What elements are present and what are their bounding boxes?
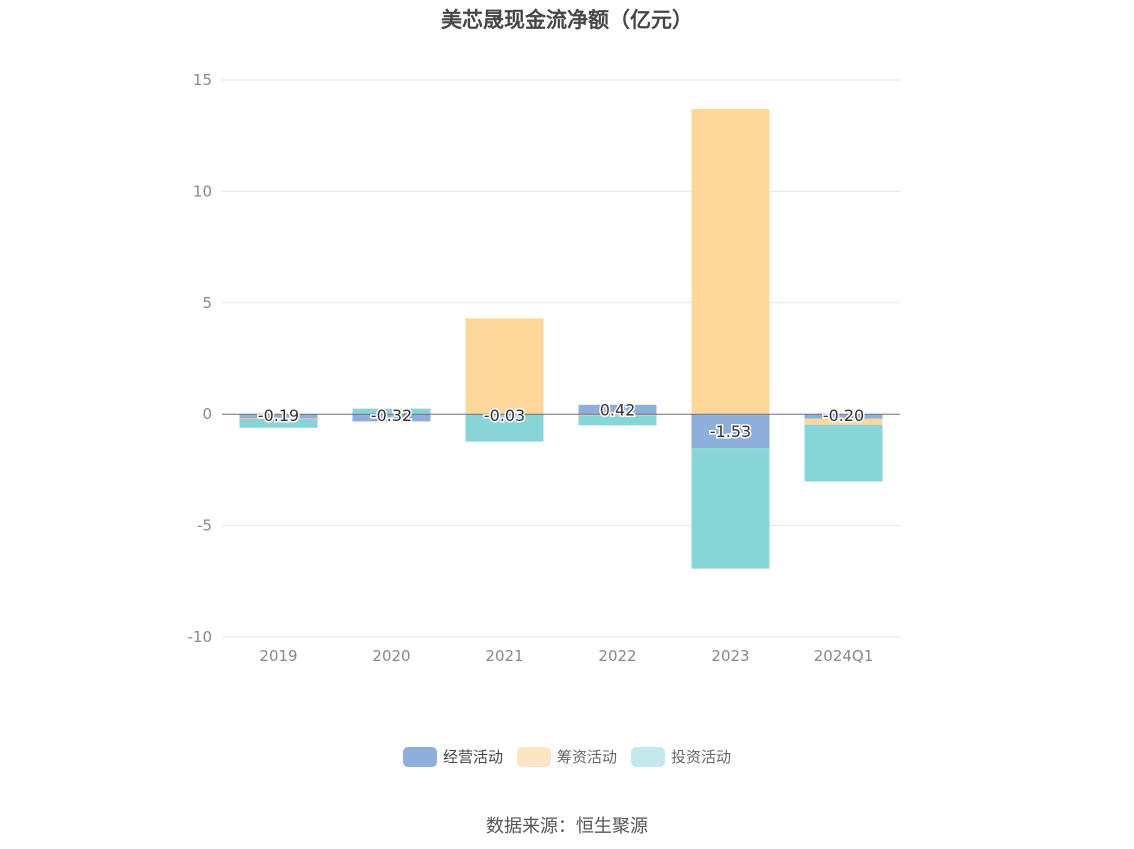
- y-tick-label: 10: [193, 182, 212, 200]
- legend-swatch-financing: [516, 746, 551, 767]
- y-axis-ticks: 15 10 5 0 -5 -10: [188, 71, 213, 646]
- bar-2-2022: [578, 415, 657, 426]
- bar-0-2023: [691, 414, 770, 449]
- y-tick-label: 0: [202, 405, 212, 423]
- y-tick-label: -5: [197, 517, 212, 535]
- data-label: -0.20: [823, 406, 864, 425]
- y-tick-label: 5: [202, 294, 212, 312]
- legend-swatch-investing: [631, 746, 665, 767]
- bar-1-2023: [691, 108, 770, 415]
- bar-2-2019: [239, 418, 318, 428]
- y-tick-label: 15: [193, 71, 212, 89]
- x-tick-label: 2023: [711, 647, 749, 665]
- legend-label-investing: 投资活动: [671, 748, 732, 766]
- data-label: -0.19: [258, 406, 299, 425]
- bar-1-2020: [352, 421, 431, 422]
- legend-label-operating: 经营活动: [442, 748, 503, 766]
- legend-item-investing[interactable]: 投资活动: [631, 746, 731, 767]
- legend-item-financing[interactable]: 筹资活动: [516, 746, 617, 767]
- x-tick-label: 2022: [598, 647, 636, 665]
- data-label: 0.42: [600, 401, 636, 420]
- bars: [239, 108, 883, 569]
- bar-1-2019: [239, 418, 318, 419]
- legend: 经营活动 筹资活动 投资活动: [0, 746, 1134, 767]
- legend-item-operating[interactable]: 经营活动: [402, 746, 503, 767]
- data-label: -0.32: [371, 406, 412, 425]
- bar-1-2024Q1: [804, 418, 883, 425]
- x-axis-ticks: 2019 2020 2021 2022 2023 2024Q1: [259, 647, 873, 665]
- bar-1-2021: [465, 318, 544, 415]
- grid-lines: [222, 79, 900, 638]
- bar-0-2020: [352, 414, 431, 422]
- bar-2-2021: [465, 414, 544, 442]
- legend-label-financing: 筹资活动: [556, 748, 617, 766]
- bar-1-2022: [578, 414, 657, 416]
- x-tick-label: 2024Q1: [814, 647, 874, 665]
- bar-0-2022: [578, 404, 657, 415]
- data-labels: -0.19 -0.32 -0.03 0.42 -1.53 -0.20: [256, 399, 865, 443]
- y-tick-label: -10: [188, 628, 213, 646]
- x-tick-label: 2019: [259, 647, 297, 665]
- legend-swatch-operating: [402, 746, 437, 767]
- bar-2-2024Q1: [804, 424, 883, 482]
- source-note: 数据来源：恒生聚源: [486, 816, 648, 837]
- bar-2-2020: [352, 408, 431, 415]
- bar-0-2019: [239, 414, 318, 419]
- x-tick-label: 2021: [485, 647, 523, 665]
- x-tick-label: 2020: [372, 647, 410, 665]
- data-label: -0.03: [484, 406, 525, 425]
- bar-0-2024Q1: [804, 414, 883, 419]
- chart-title: 美芯晟现金流净额（亿元）: [441, 8, 693, 32]
- bar-2-2023: [691, 448, 770, 569]
- data-label: -1.53: [710, 422, 751, 441]
